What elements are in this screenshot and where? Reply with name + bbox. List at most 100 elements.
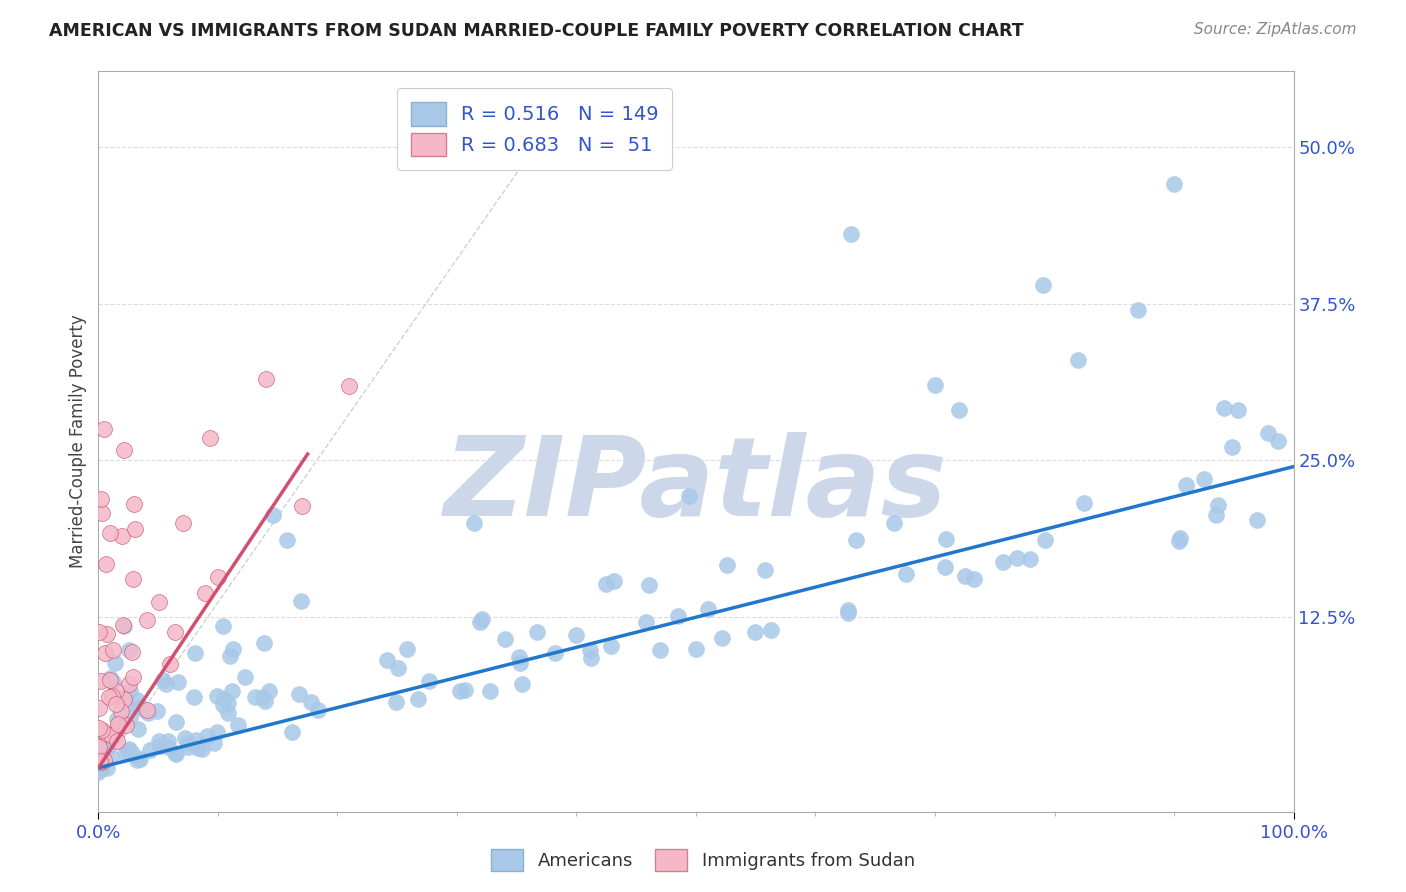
Point (98, 525, 121, 540)
Point (100, 728, 122, 742)
Point (91, 756, 114, 771)
Point (105, 733, 128, 747)
Point (96, 761, 118, 775)
Point (112, 618, 135, 632)
Text: ZIPatlas: ZIPatlas (444, 433, 948, 540)
Point (90, 674, 112, 689)
Point (1213, 401, 1236, 415)
Point (96, 626, 118, 640)
Point (512, 677, 534, 691)
Point (198, 431, 221, 445)
Point (89, 740, 111, 755)
Point (963, 572, 986, 586)
Point (1226, 402, 1249, 417)
Point (93, 753, 115, 767)
Point (174, 731, 197, 745)
Point (948, 403, 970, 417)
Point (100, 749, 122, 764)
Point (103, 729, 125, 743)
Point (118, 710, 141, 724)
Point (711, 631, 734, 645)
Point (508, 649, 530, 664)
Point (159, 657, 181, 671)
Point (111, 529, 134, 543)
Point (91, 738, 114, 752)
Point (396, 641, 419, 656)
Point (685, 641, 707, 656)
Legend: R = 0.516   N = 149, R = 0.683   N =  51: R = 0.516 N = 149, R = 0.683 N = 51 (396, 88, 672, 170)
Point (212, 692, 235, 706)
Point (1167, 534, 1189, 549)
Point (194, 586, 217, 600)
Point (579, 643, 602, 657)
Point (118, 643, 141, 657)
Point (124, 522, 146, 536)
Point (935, 533, 957, 547)
Point (89, 624, 111, 639)
Point (837, 606, 859, 620)
Point (112, 442, 135, 457)
Point (91, 506, 114, 520)
Point (290, 594, 312, 608)
Legend: Americans, Immigrants from Sudan: Americans, Immigrants from Sudan (484, 842, 922, 879)
Point (406, 692, 429, 706)
Point (91, 730, 114, 744)
Point (90, 734, 112, 748)
Point (636, 615, 658, 629)
Point (478, 683, 501, 698)
Point (96, 726, 118, 740)
Point (101, 675, 124, 690)
Point (90, 492, 112, 507)
Point (87, 742, 110, 756)
Point (128, 752, 150, 766)
Point (104, 697, 127, 711)
Point (202, 736, 225, 750)
Point (1205, 508, 1227, 523)
Point (105, 723, 128, 738)
Point (93, 730, 115, 744)
Point (217, 697, 239, 711)
Text: AMERICAN VS IMMIGRANTS FROM SUDAN MARRIED-COUPLE FAMILY POVERTY CORRELATION CHAR: AMERICAN VS IMMIGRANTS FROM SUDAN MARRIE… (49, 22, 1024, 40)
Point (754, 563, 776, 577)
Point (207, 689, 229, 703)
Point (136, 703, 159, 717)
Point (1018, 552, 1040, 566)
Point (177, 739, 200, 754)
Point (97, 690, 120, 704)
Point (146, 704, 169, 718)
Point (222, 642, 245, 657)
Point (121, 645, 143, 659)
Point (509, 656, 531, 670)
Point (114, 746, 136, 760)
Point (993, 555, 1015, 569)
Point (1257, 426, 1279, 441)
Point (1267, 434, 1289, 448)
Point (157, 740, 180, 755)
Point (1073, 495, 1095, 509)
Point (212, 619, 235, 633)
Point (544, 646, 567, 660)
Point (90, 762, 112, 776)
Point (600, 639, 623, 653)
Point (110, 704, 132, 718)
Point (195, 729, 218, 743)
Point (118, 677, 141, 691)
Point (121, 746, 143, 760)
Point (117, 743, 139, 757)
Point (183, 690, 205, 704)
Point (135, 613, 157, 627)
Point (117, 742, 139, 756)
Point (761, 624, 783, 638)
Point (468, 615, 491, 629)
Point (104, 657, 127, 671)
Point (156, 734, 179, 748)
Point (89, 723, 111, 738)
Point (494, 632, 516, 646)
Point (291, 500, 314, 514)
Point (1032, 277, 1054, 292)
Point (121, 670, 143, 684)
Point (648, 642, 671, 657)
Point (93, 646, 115, 660)
Point (112, 619, 135, 633)
Point (134, 702, 156, 716)
